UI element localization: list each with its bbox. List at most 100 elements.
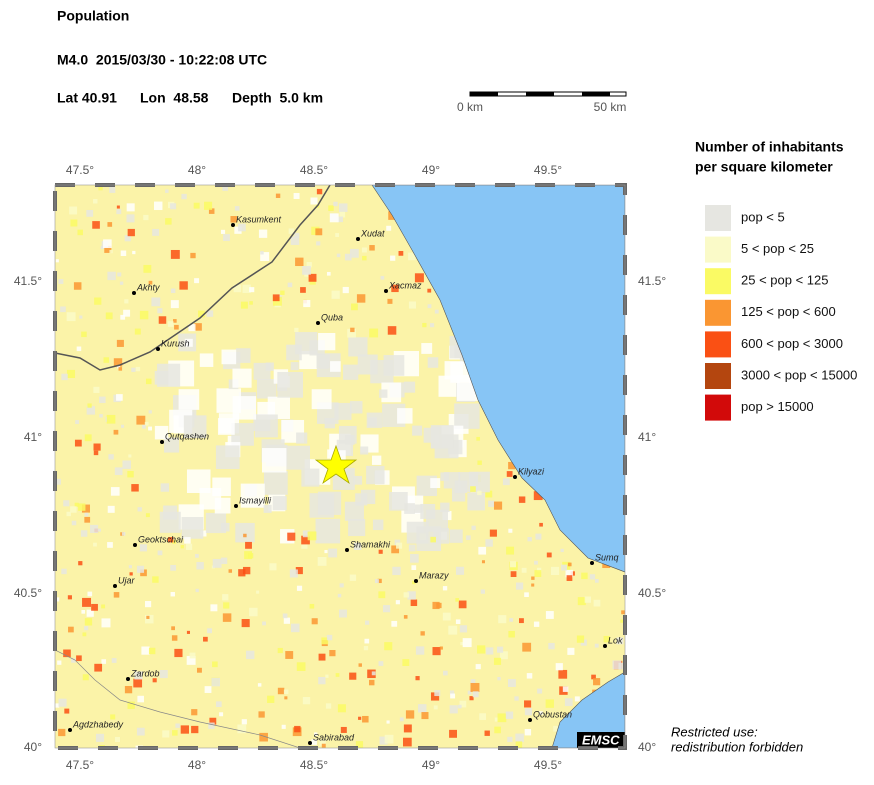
texture <box>84 618 93 626</box>
texture <box>60 306 66 313</box>
texture <box>344 253 352 261</box>
texture <box>309 603 315 609</box>
texture <box>124 685 133 694</box>
texture <box>262 621 266 626</box>
texture <box>222 185 229 191</box>
texture <box>328 548 338 558</box>
city-dot <box>156 347 160 351</box>
texture <box>122 460 131 469</box>
texture <box>539 522 543 527</box>
texture <box>204 686 212 693</box>
texture <box>237 724 247 734</box>
texture <box>196 667 202 673</box>
texture <box>358 716 362 720</box>
texture <box>356 294 366 303</box>
texture <box>210 604 218 612</box>
texture <box>467 492 485 511</box>
texture <box>272 296 282 306</box>
texture <box>70 506 77 513</box>
footer: Restricted use: <box>671 724 758 739</box>
texture <box>207 628 213 634</box>
texture <box>287 282 293 288</box>
texture <box>186 655 196 665</box>
texture <box>66 369 76 378</box>
texture <box>391 620 398 627</box>
texture <box>253 362 271 380</box>
city-dot <box>384 289 388 293</box>
map: Kasumkent Xudat Akhty Xacmaz Quba Kurush Qutqa… <box>55 185 625 748</box>
texture <box>309 493 335 518</box>
legend-label: 5 < pop < 25 <box>741 241 814 256</box>
texture <box>170 288 176 294</box>
texture <box>172 730 178 736</box>
texture <box>407 591 416 600</box>
x-tick-label: 49.5° <box>534 758 562 772</box>
texture <box>283 617 290 624</box>
texture <box>344 501 364 521</box>
texture <box>410 599 418 607</box>
texture <box>61 373 68 381</box>
city-dot <box>345 548 349 552</box>
texture <box>336 253 341 258</box>
texture <box>432 647 441 656</box>
texture <box>472 691 479 698</box>
scale-end: 50 km <box>594 100 627 114</box>
texture <box>439 646 443 650</box>
texture <box>151 297 161 307</box>
legend-swatch <box>705 394 731 421</box>
texture <box>430 692 440 701</box>
city-label: Sabirabad <box>313 732 355 742</box>
texture <box>470 679 476 684</box>
texture <box>378 591 386 599</box>
city-dot <box>513 475 517 479</box>
texture <box>77 229 83 236</box>
texture <box>282 613 288 619</box>
texture <box>433 705 438 710</box>
texture <box>333 201 338 207</box>
scale-bar <box>469 91 627 97</box>
city-dot <box>603 644 607 648</box>
texture <box>153 201 163 211</box>
texture <box>321 743 326 748</box>
city-dot <box>308 741 312 745</box>
texture <box>485 490 493 498</box>
texture <box>494 717 499 722</box>
y-tick-label: 40.5° <box>638 586 666 600</box>
texture <box>374 579 379 584</box>
legend-label: pop < 5 <box>741 209 785 224</box>
texture <box>347 328 356 338</box>
texture <box>300 287 306 293</box>
texture <box>389 492 408 511</box>
texture <box>526 673 533 679</box>
legend-title: per square kilometer <box>695 159 833 175</box>
texture <box>378 549 383 554</box>
texture <box>506 546 515 555</box>
texture <box>574 696 580 702</box>
texture <box>508 630 515 638</box>
texture <box>365 620 370 625</box>
texture <box>331 290 340 299</box>
texture <box>93 199 98 204</box>
texture <box>565 569 573 578</box>
texture <box>391 284 399 293</box>
texture <box>430 478 441 489</box>
texture <box>294 327 299 333</box>
texture <box>412 580 416 585</box>
texture <box>74 502 79 507</box>
texture <box>70 219 78 227</box>
texture <box>406 521 429 544</box>
texture <box>584 596 592 603</box>
texture <box>76 346 82 352</box>
texture <box>208 722 215 729</box>
texture <box>408 544 416 552</box>
texture <box>414 273 424 283</box>
texture <box>384 734 394 744</box>
texture <box>497 676 501 681</box>
city-label: Akhty <box>136 282 160 292</box>
texture <box>348 518 366 537</box>
texture <box>335 673 340 677</box>
texture <box>107 542 113 548</box>
texture <box>55 703 60 708</box>
texture <box>178 389 200 410</box>
texture <box>315 228 323 236</box>
